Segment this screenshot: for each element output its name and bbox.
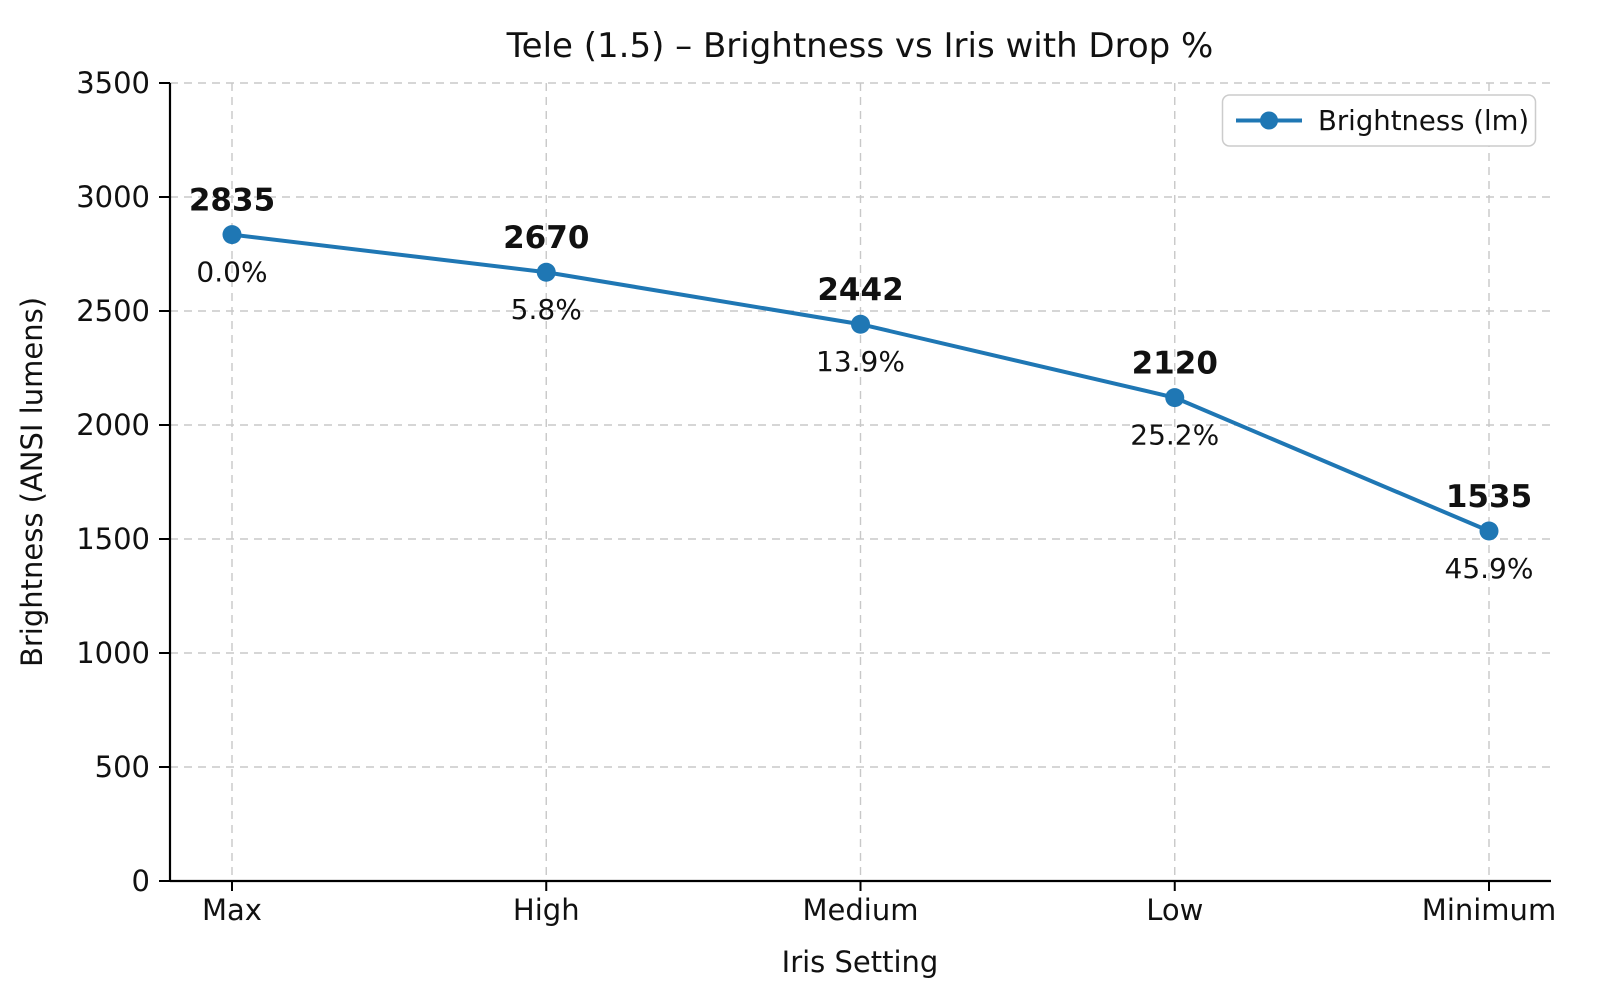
y-tick-label: 3000 xyxy=(76,180,150,214)
data-point-marker xyxy=(851,314,870,334)
y-tick-label: 3500 xyxy=(76,66,150,100)
value-label: 2442 xyxy=(817,272,903,308)
drop-percent-label: 0.0% xyxy=(196,256,267,289)
point-labels-layer: 2835 0.0% 2670 5.8% 2442 13.9% 2120 25.2% 1535 45… xyxy=(189,183,1534,585)
grid-layer xyxy=(170,82,1551,881)
y-tick-label: 2000 xyxy=(76,408,150,442)
drop-percent-label: 13.9% xyxy=(816,345,905,378)
y-tick-label: 1000 xyxy=(76,636,150,670)
drop-percent-label: 5.8% xyxy=(511,293,582,326)
data-point-marker xyxy=(1165,388,1185,408)
legend-marker-icon xyxy=(1260,111,1278,130)
x-tick-label: High xyxy=(513,893,580,927)
drop-percent-label: 25.2% xyxy=(1130,419,1219,452)
y-tick-label: 1500 xyxy=(76,522,150,556)
data-point-marker xyxy=(222,225,242,245)
x-tick-label: Low xyxy=(1146,893,1203,927)
x-tick-label: Medium xyxy=(803,893,919,927)
value-label: 1535 xyxy=(1446,479,1532,515)
x-tick-label: Minimum xyxy=(1422,893,1556,927)
series-layer xyxy=(222,225,1499,541)
data-point-marker xyxy=(536,262,556,282)
y-tick-label: 0 xyxy=(132,864,150,898)
y-tick-label: 2500 xyxy=(76,294,150,328)
legend-box xyxy=(1221,94,1537,147)
x-tick-label: Max xyxy=(202,893,262,927)
value-label: 2120 xyxy=(1132,346,1218,382)
value-label: 2670 xyxy=(503,220,589,256)
x-axis-label: Iris Setting xyxy=(782,945,939,979)
data-point-marker xyxy=(1479,521,1499,541)
y-tick-label: 500 xyxy=(95,750,150,784)
axes-layer: 0 500 1000 1500 2000 2500 3000 3500 Max High Mediu… xyxy=(76,66,1556,927)
chart-title: Tele (1.5) – Brightness vs Iris with Dro… xyxy=(506,26,1214,66)
value-label: 2835 xyxy=(189,183,275,219)
y-axis-label: Brightness (ANSI lumens) xyxy=(15,297,49,667)
legend: Brightness (lm) xyxy=(1221,94,1537,147)
drop-percent-label: 45.9% xyxy=(1445,552,1534,585)
legend-label: Brightness (lm) xyxy=(1318,105,1529,137)
